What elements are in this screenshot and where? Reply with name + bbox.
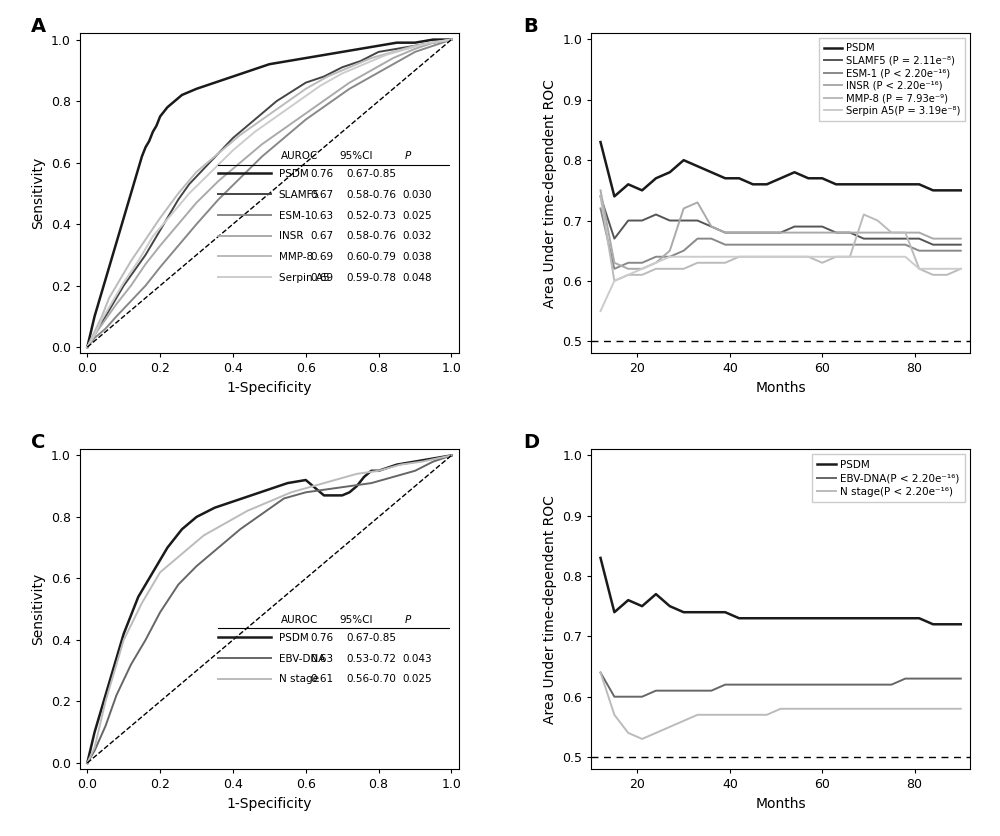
Text: 0.67-0.85: 0.67-0.85 xyxy=(347,633,397,643)
Text: 0.76: 0.76 xyxy=(311,633,334,643)
Text: EBV-DNA: EBV-DNA xyxy=(279,654,325,664)
Text: B: B xyxy=(523,18,538,37)
Text: AUROC: AUROC xyxy=(281,151,318,161)
Legend: PSDM, EBV-DNA(P < 2.20e⁻¹⁶), N stage(P < 2.20e⁻¹⁶): PSDM, EBV-DNA(P < 2.20e⁻¹⁶), N stage(P <… xyxy=(812,455,965,502)
Text: 0.043: 0.043 xyxy=(402,654,432,664)
Text: 0.63: 0.63 xyxy=(311,654,334,664)
Text: ESM-1: ESM-1 xyxy=(279,211,311,221)
Y-axis label: Sensitivity: Sensitivity xyxy=(31,573,45,645)
Text: PSDM: PSDM xyxy=(279,633,309,643)
Text: 0.67-0.85: 0.67-0.85 xyxy=(347,169,397,179)
X-axis label: 1-Specificity: 1-Specificity xyxy=(227,797,312,811)
Text: 0.67: 0.67 xyxy=(311,232,334,242)
Text: 0.69: 0.69 xyxy=(311,273,334,283)
Text: 0.67: 0.67 xyxy=(311,190,334,200)
Text: 0.58-0.76: 0.58-0.76 xyxy=(347,232,397,242)
Text: P: P xyxy=(404,151,411,161)
Text: A: A xyxy=(31,18,46,37)
Text: 0.038: 0.038 xyxy=(402,252,432,263)
Y-axis label: Area Under time-dependent ROC: Area Under time-dependent ROC xyxy=(543,495,557,724)
Text: 0.61: 0.61 xyxy=(311,675,334,685)
Text: 0.025: 0.025 xyxy=(402,211,432,221)
Text: INSR: INSR xyxy=(279,232,303,242)
Text: 0.52-0.73: 0.52-0.73 xyxy=(347,211,397,221)
Text: 0.025: 0.025 xyxy=(402,675,432,685)
Text: 95%CI: 95%CI xyxy=(340,615,373,625)
Text: N stage: N stage xyxy=(279,675,319,685)
Y-axis label: Area Under time-dependent ROC: Area Under time-dependent ROC xyxy=(543,79,557,308)
Text: 0.048: 0.048 xyxy=(402,273,432,283)
Text: 0.032: 0.032 xyxy=(402,232,432,242)
Text: Serpin A5: Serpin A5 xyxy=(279,273,329,283)
Text: PSDM: PSDM xyxy=(279,169,309,179)
Text: AUROC: AUROC xyxy=(281,615,318,625)
Text: SLAMF5: SLAMF5 xyxy=(279,190,320,200)
Text: P: P xyxy=(404,615,411,625)
Text: MMP-8: MMP-8 xyxy=(279,252,313,263)
X-axis label: 1-Specificity: 1-Specificity xyxy=(227,381,312,395)
Text: 0.63: 0.63 xyxy=(311,211,334,221)
Legend: PSDM, SLAMF5 (P = 2.11e⁻⁸), ESM-1 (P < 2.20e⁻¹⁶), INSR (P < 2.20e⁻¹⁶), MMP-8 (P : PSDM, SLAMF5 (P = 2.11e⁻⁸), ESM-1 (P < 2… xyxy=(819,38,965,121)
Text: 0.56-0.70: 0.56-0.70 xyxy=(347,675,397,685)
Text: 0.58-0.76: 0.58-0.76 xyxy=(347,190,397,200)
Text: 0.53-0.72: 0.53-0.72 xyxy=(347,654,397,664)
Text: 0.59-0.78: 0.59-0.78 xyxy=(347,273,397,283)
Text: 0.030: 0.030 xyxy=(402,190,432,200)
Text: C: C xyxy=(31,433,45,452)
X-axis label: Months: Months xyxy=(755,381,806,395)
Text: D: D xyxy=(523,433,539,452)
Text: 95%CI: 95%CI xyxy=(340,151,373,161)
Text: 0.69: 0.69 xyxy=(311,252,334,263)
X-axis label: Months: Months xyxy=(755,797,806,811)
Text: 0.60-0.79: 0.60-0.79 xyxy=(347,252,397,263)
Y-axis label: Sensitivity: Sensitivity xyxy=(31,157,45,230)
Text: 0.76: 0.76 xyxy=(311,169,334,179)
